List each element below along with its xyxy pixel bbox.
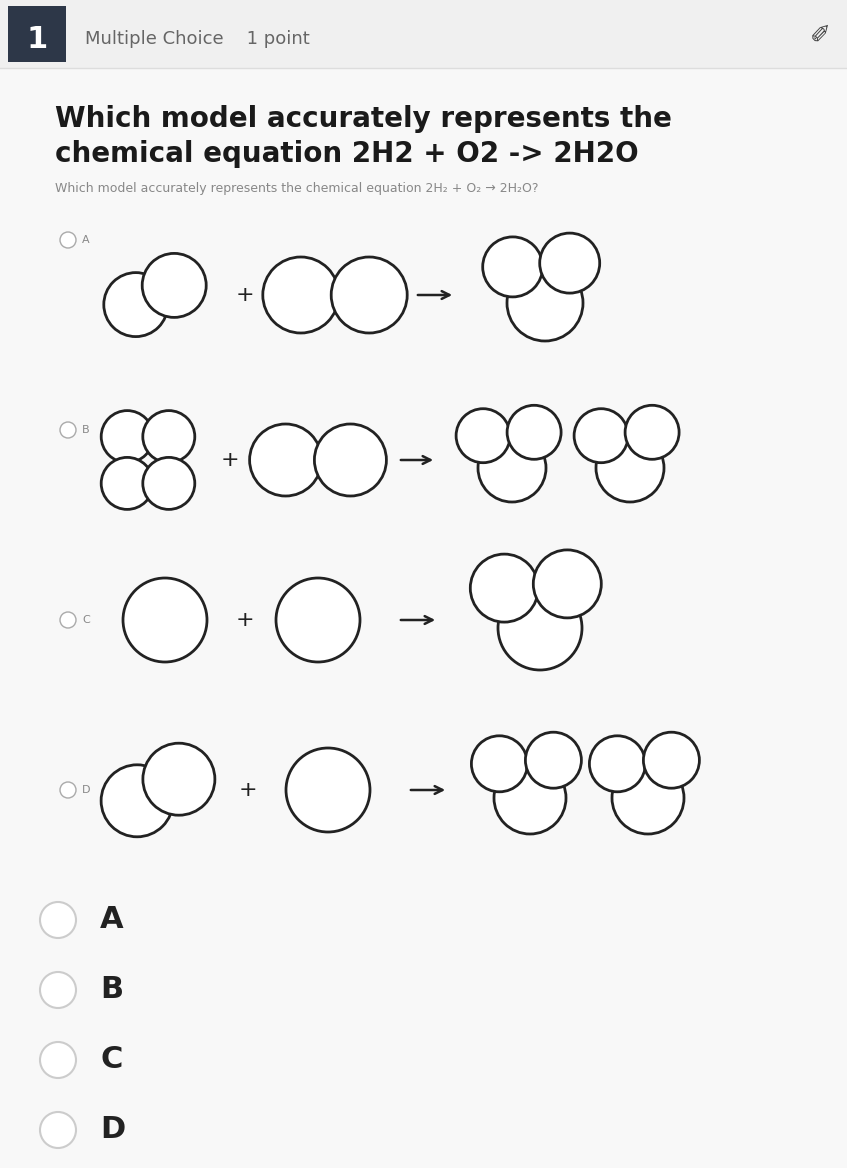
Circle shape [142,253,206,318]
Text: +: + [235,610,254,630]
Circle shape [644,732,700,788]
Circle shape [60,422,76,438]
Circle shape [472,736,528,792]
Circle shape [590,736,645,792]
Bar [8,6,66,62]
Circle shape [40,972,76,1008]
Circle shape [60,783,76,798]
Circle shape [123,578,207,662]
Circle shape [263,257,339,333]
Circle shape [276,578,360,662]
Circle shape [104,272,168,336]
Circle shape [101,765,173,836]
Circle shape [507,405,561,459]
Text: C: C [100,1045,122,1075]
Circle shape [540,234,600,293]
Bar [0,0,847,68]
Circle shape [314,424,386,496]
Text: +: + [239,780,257,800]
Circle shape [143,411,195,463]
Text: Which model accurately represents the chemical equation 2H₂ + O₂ → 2H₂O?: Which model accurately represents the ch… [55,182,539,195]
Circle shape [60,232,76,248]
Text: A: A [100,905,124,934]
Circle shape [101,411,153,463]
Text: Which model accurately represents the: Which model accurately represents the [55,105,672,133]
Text: D: D [100,1115,125,1145]
Text: ✐: ✐ [810,25,831,48]
Circle shape [612,762,684,834]
Circle shape [625,405,679,459]
Circle shape [483,237,543,297]
Text: +: + [221,450,240,470]
Text: Multiple Choice    1 point: Multiple Choice 1 point [85,30,310,48]
Circle shape [40,1112,76,1148]
Text: 1: 1 [26,25,47,54]
Circle shape [596,434,664,502]
Circle shape [478,434,546,502]
Circle shape [470,554,539,623]
Circle shape [40,1042,76,1078]
Text: A: A [82,235,90,245]
Circle shape [494,762,566,834]
Text: chemical equation 2H2 + O2 -> 2H2O: chemical equation 2H2 + O2 -> 2H2O [55,140,639,168]
Circle shape [143,743,215,815]
Text: B: B [100,975,123,1004]
Circle shape [101,458,153,509]
Circle shape [534,550,601,618]
Text: C: C [82,616,90,625]
Text: D: D [82,785,91,795]
Circle shape [574,409,628,463]
Text: B: B [82,425,90,434]
Circle shape [456,409,510,463]
Circle shape [250,424,322,496]
Circle shape [525,732,581,788]
Circle shape [60,612,76,628]
Circle shape [143,458,195,509]
Circle shape [498,586,582,670]
Text: +: + [235,285,254,305]
Circle shape [331,257,407,333]
Circle shape [40,902,76,938]
Circle shape [286,748,370,832]
Circle shape [507,265,583,341]
